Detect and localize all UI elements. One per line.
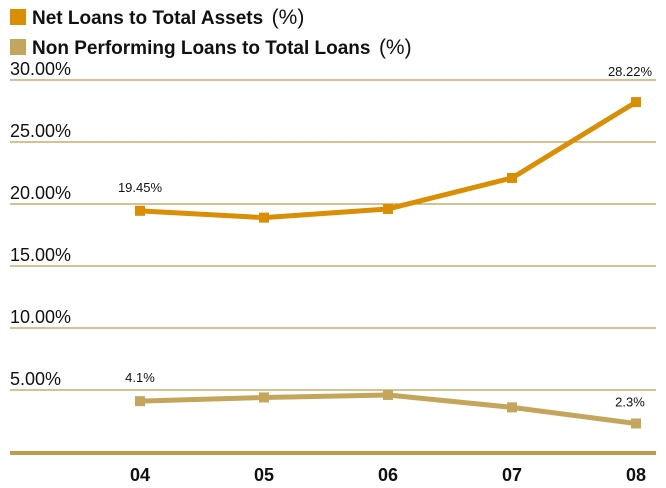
- legend-unit-npl: (%): [379, 36, 412, 59]
- legend-unit-net-loans: (%): [272, 6, 305, 29]
- data-point-marker: [507, 402, 517, 413]
- data-point-marker: [383, 203, 393, 214]
- y-tick-label: 10.00%: [10, 307, 71, 327]
- legend-label-net-loans: Net Loans to Total Assets: [32, 8, 263, 29]
- data-labels: 19.45% 28.22% 4.1% 2.3%: [118, 64, 653, 409]
- legend: Net Loans to Total Assets (%) Non Perfor…: [10, 6, 412, 59]
- x-tick-label: 05: [254, 465, 274, 485]
- y-tick-label: 30.00%: [10, 59, 71, 79]
- data-label: 4.1%: [125, 370, 155, 385]
- data-label: 28.22%: [608, 64, 653, 79]
- svg-text:Non Performing Loans to Total: Non Performing Loans to Total Loans (%): [32, 36, 412, 59]
- x-tick-label: 04: [130, 465, 150, 485]
- gridlines: [10, 79, 656, 455]
- data-point-marker: [259, 392, 269, 403]
- data-point-marker: [631, 418, 641, 429]
- y-tick-label: 20.00%: [10, 183, 71, 203]
- series-lines: [135, 97, 641, 429]
- data-point-marker: [259, 212, 269, 223]
- y-tick-label: 5.00%: [10, 369, 61, 389]
- data-point-marker: [507, 172, 517, 183]
- x-tick-label: 07: [502, 465, 522, 485]
- data-label: 2.3%: [615, 394, 645, 409]
- data-point-marker: [135, 205, 145, 216]
- series-line-net-loans: [139, 99, 638, 221]
- data-label: 19.45%: [118, 180, 163, 195]
- legend-label-npl: Non Performing Loans to Total Loans: [32, 38, 370, 59]
- legend-swatch-net-loans: [10, 9, 26, 25]
- legend-entry-net-loans: Net Loans to Total Assets (%): [10, 6, 304, 29]
- y-axis-ticks: 5.00% 10.00% 15.00% 20.00% 25.00% 30.00%: [10, 59, 71, 389]
- legend-swatch-npl: [10, 39, 26, 55]
- x-tick-label: 08: [626, 465, 646, 485]
- data-point-marker: [383, 389, 393, 400]
- svg-text:Net Loans to Total Assets: Net Loans to Total Assets (%): [32, 6, 304, 29]
- data-point-marker: [631, 97, 641, 108]
- x-tick-label: 06: [378, 465, 398, 485]
- y-tick-label: 25.00%: [10, 121, 71, 141]
- y-tick-label: 15.00%: [10, 245, 71, 265]
- legend-entry-npl: Non Performing Loans to Total Loans (%): [10, 36, 412, 59]
- x-axis-ticks: 04 05 06 07 08: [130, 465, 646, 485]
- data-point-marker: [135, 396, 145, 407]
